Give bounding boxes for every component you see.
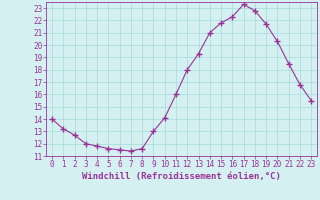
X-axis label: Windchill (Refroidissement éolien,°C): Windchill (Refroidissement éolien,°C)	[82, 172, 281, 181]
